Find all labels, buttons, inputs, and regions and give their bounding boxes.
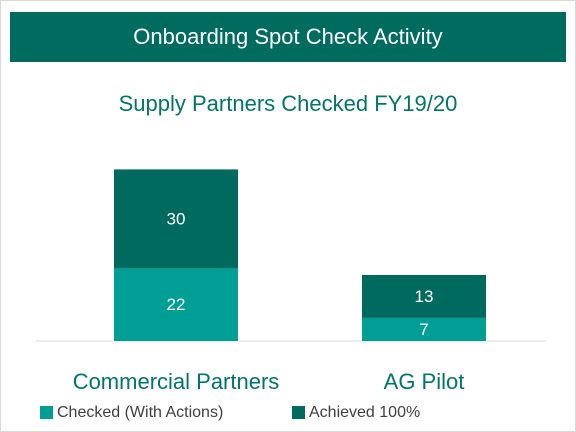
- data-label: 13: [415, 287, 434, 306]
- legend-swatch: [40, 406, 53, 419]
- data-label: 22: [167, 295, 186, 314]
- chart-subtitle: Supply Partners Checked FY19/20: [119, 91, 458, 116]
- legend-swatch: [292, 406, 305, 419]
- legend-label: Achieved 100%: [309, 404, 420, 421]
- header-banner: [10, 12, 566, 62]
- bar-segment: [362, 275, 486, 318]
- data-label: 30: [167, 209, 186, 228]
- category-label: Commercial Partners: [73, 369, 280, 394]
- category-label: AG Pilot: [384, 369, 465, 394]
- bar-segment: [362, 317, 486, 341]
- data-label: 7: [419, 320, 428, 339]
- bar-segment: [114, 169, 238, 269]
- legend-label: Checked (With Actions): [57, 404, 223, 421]
- bar-segment: [114, 268, 238, 341]
- chart-title: Onboarding Spot Check Activity: [133, 24, 442, 49]
